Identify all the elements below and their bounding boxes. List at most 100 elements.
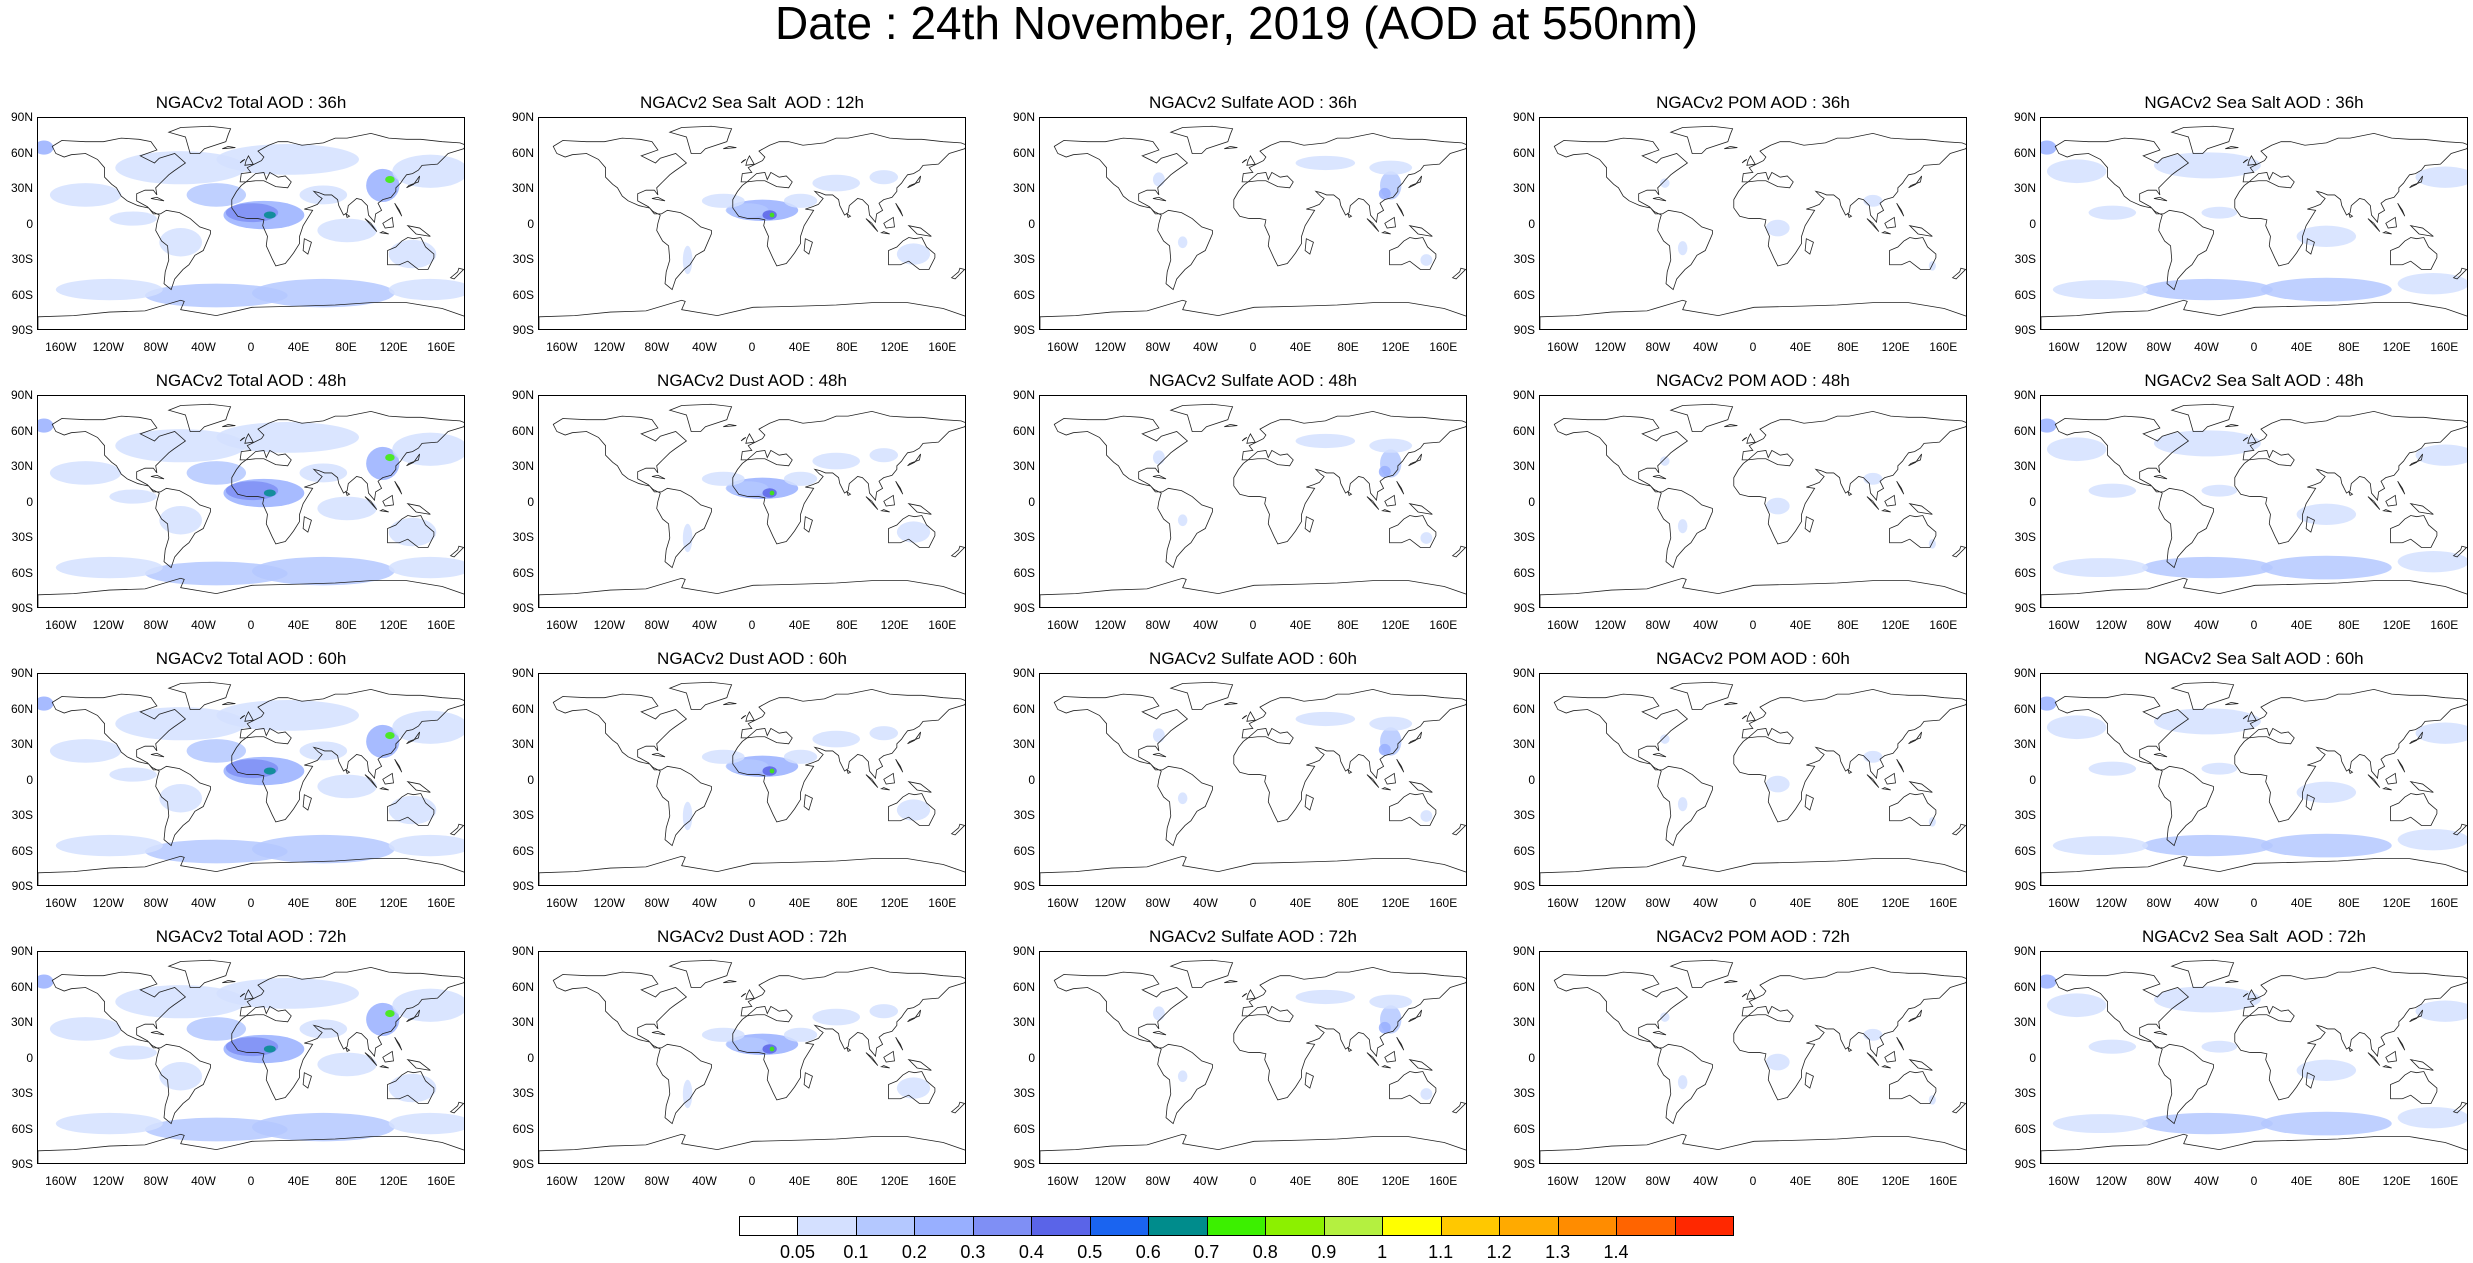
aod-plume (49, 461, 122, 485)
coastline (1381, 509, 1391, 513)
map-canvas (539, 681, 965, 885)
coastline (1724, 423, 1738, 428)
latitude-label: 30N (10, 181, 33, 195)
longitude-label: 120W (1094, 1174, 1126, 1188)
coastline (888, 793, 936, 826)
longitude-label: 80W (1145, 618, 1171, 632)
coastline (907, 731, 922, 745)
latitude-label: 90S (11, 601, 33, 615)
longitude-label: 160E (1929, 618, 1958, 632)
coastline (167, 959, 232, 988)
coastline (2367, 774, 2381, 788)
coastline (1040, 577, 1466, 607)
coastline (2242, 715, 2249, 720)
coastline (2054, 137, 2214, 291)
longitude-label: 160W (45, 1174, 77, 1188)
aod-plume (115, 151, 247, 185)
coastline (2452, 1101, 2467, 1114)
coastline (888, 515, 936, 548)
latitude-label: 30S (11, 1086, 33, 1100)
coastline (1169, 959, 1234, 988)
panel-title: NGACv2 POM AOD : 72h (1656, 927, 1850, 946)
coastline (1652, 196, 1667, 202)
coastline (1746, 711, 1756, 722)
coastline (2170, 959, 2235, 988)
latitude-label: 60S (2014, 565, 2036, 580)
aod-plume (159, 506, 203, 535)
longitude-label: 40W (1693, 340, 1718, 354)
latitude-label: 30N (1512, 459, 1535, 473)
longitude-label: 80W (143, 618, 169, 632)
aod-plume (216, 700, 359, 731)
colorbar-swatch (1440, 1216, 1501, 1236)
aod-plume (2046, 159, 2107, 184)
longitude-label: 160W (2048, 618, 2080, 632)
latitude-label: 30S (1013, 1086, 1035, 1100)
coastline (1741, 437, 1748, 442)
coastline (51, 415, 211, 569)
coastline (1951, 545, 1966, 558)
map-canvas (1040, 403, 1466, 607)
coastline (1724, 701, 1738, 706)
coastline (406, 503, 431, 515)
aod-plume (1660, 456, 1670, 466)
longitude-label: 40E (1289, 340, 1312, 354)
coastline (1169, 681, 1234, 710)
longitude-label: 40W (1693, 896, 1718, 910)
longitude-label: 160W (1047, 618, 1079, 632)
coastline (651, 196, 666, 202)
aod-plume (317, 774, 377, 799)
coastline (364, 218, 378, 232)
aod-plume (2201, 206, 2238, 219)
aod-map-seasalt (2040, 117, 2468, 330)
aod-plume (55, 278, 163, 301)
longitude-label: 0 (1249, 1174, 1257, 1188)
aod-plume (812, 452, 860, 470)
latitude-label: 90S (1513, 879, 1535, 893)
coastline (1053, 137, 1213, 291)
coastline (1804, 238, 1814, 255)
aod-plume (2260, 833, 2392, 858)
latitude-label: 60N (2013, 145, 2036, 160)
aod-map-total (37, 395, 465, 608)
longitude-label: 40W (1693, 618, 1718, 632)
coastline (1366, 218, 1380, 232)
longitude-label: 120E (1381, 340, 1410, 354)
coastline (552, 415, 712, 569)
coastline (2247, 155, 2257, 166)
panel-title: NGACv2 Total AOD : 60h (155, 649, 347, 668)
longitude-label: 40E (1789, 340, 1812, 354)
coastline (38, 577, 464, 607)
latitude-label: 60S (1013, 843, 1035, 858)
coastline (1396, 202, 1405, 217)
latitude-label: 30S (11, 252, 33, 266)
aod-plume (2088, 483, 2137, 498)
panel-title: NGACv2 Dust AOD : 48h (657, 371, 847, 390)
aod-plume (896, 243, 931, 265)
longitude-label: 120E (1881, 340, 1910, 354)
aod-plume (2088, 1039, 2137, 1054)
map-canvas (38, 403, 464, 607)
aod-map-pom (1539, 673, 1967, 886)
aod-plume (2052, 836, 2148, 856)
aod-plume (783, 471, 818, 486)
coastline (1884, 772, 1896, 785)
aod-plume (115, 985, 247, 1019)
latitude-label: 60S (11, 287, 33, 302)
coastline (1246, 989, 1256, 1000)
longitude-label: 80E (836, 1174, 858, 1188)
coastline (883, 494, 895, 507)
panel-title: NGACv2 Sea Salt AOD : 48h (2144, 371, 2364, 390)
aod-plume (869, 1004, 899, 1019)
coastline (379, 1065, 389, 1069)
longitude-label: 160E (427, 340, 456, 354)
aod-colorbar (739, 1216, 1734, 1236)
aod-plume (145, 839, 288, 864)
coastline (1896, 480, 1905, 495)
coastline (803, 238, 813, 255)
colorbar-swatch (1616, 1216, 1676, 1236)
aod-plume (252, 556, 395, 586)
coastline (740, 437, 747, 442)
latitude-label: 90S (1013, 601, 1035, 615)
panel-title: NGACv2 Total AOD : 36h (155, 93, 347, 112)
